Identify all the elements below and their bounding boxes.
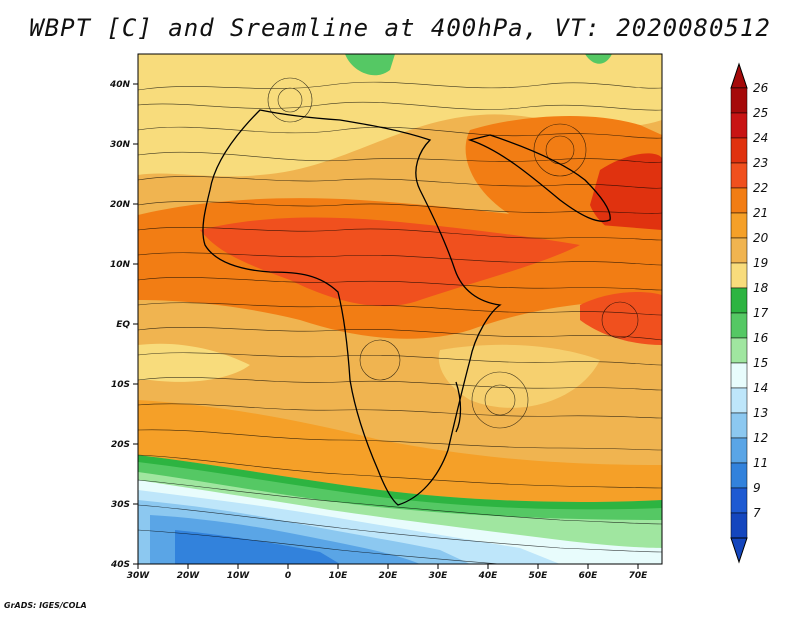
colorbar-box bbox=[730, 212, 748, 239]
colorbar-label: 13 bbox=[753, 406, 768, 420]
colorbar-box bbox=[730, 512, 748, 539]
plot-frame bbox=[137, 53, 663, 565]
lat-label: 30S bbox=[111, 500, 130, 510]
lat-label: 20N bbox=[110, 200, 131, 210]
colorbar-box bbox=[730, 487, 748, 514]
lon-label: 30W bbox=[127, 571, 151, 581]
colorbar-box bbox=[730, 437, 748, 464]
colorbar-box bbox=[730, 387, 748, 414]
colorbar: 26 25 24 23 22 21 20 19 18 17 16 15 14 13 12 11 9 7 bbox=[730, 62, 769, 564]
lon-label: 30E bbox=[429, 571, 449, 581]
lat-label: 10S bbox=[111, 380, 130, 390]
colorbar-label: 24 bbox=[753, 131, 768, 145]
colorbar-label: 18 bbox=[753, 281, 769, 295]
colorbar-box bbox=[730, 262, 748, 289]
colorbar-box bbox=[730, 287, 748, 314]
latitude-axis: 40N 30N 20N 10N EQ 10S 20S 30S 40S bbox=[109, 80, 138, 570]
colorbar-box bbox=[730, 412, 748, 439]
colorbar-box bbox=[730, 137, 748, 164]
lon-label: 20E bbox=[379, 571, 399, 581]
colorbar-label: 22 bbox=[753, 181, 768, 195]
colorbar-label: 15 bbox=[753, 356, 768, 370]
wbpt-shading bbox=[138, 54, 662, 564]
colorbar-box bbox=[730, 87, 748, 114]
grads-credit: GrADS: IGES/COLA bbox=[4, 601, 87, 610]
lon-label: 60E bbox=[579, 571, 599, 581]
lat-label: 40N bbox=[109, 80, 131, 90]
colorbar-max-arrow bbox=[730, 62, 748, 89]
coastlines bbox=[202, 109, 611, 506]
colorbar-box bbox=[730, 312, 748, 339]
lon-label: 0 bbox=[285, 571, 291, 581]
lat-label: EQ bbox=[116, 320, 130, 330]
lon-label: 50E bbox=[529, 571, 549, 581]
colorbar-min-arrow bbox=[730, 537, 748, 564]
colorbar-label: 26 bbox=[753, 81, 769, 95]
colorbar-label: 9 bbox=[753, 481, 761, 495]
lon-label: 10E bbox=[329, 571, 349, 581]
colorbar-box bbox=[730, 362, 748, 389]
colorbar-label: 23 bbox=[753, 156, 768, 170]
colorbar-label: 17 bbox=[753, 306, 769, 320]
colorbar-label: 7 bbox=[753, 506, 761, 520]
lat-label: 10N bbox=[110, 260, 131, 270]
colorbar-box bbox=[730, 237, 748, 264]
colorbar-label: 25 bbox=[753, 106, 768, 120]
colorbar-label: 14 bbox=[753, 381, 768, 395]
lat-label: 20S bbox=[111, 440, 130, 450]
colorbar-label: 21 bbox=[753, 206, 768, 220]
colorbar-labels: 26 25 24 23 22 21 20 19 18 17 16 15 14 13 12 11 9 7 bbox=[753, 81, 769, 520]
colorbar-boxes bbox=[730, 87, 748, 539]
lon-label: 10W bbox=[227, 571, 251, 581]
colorbar-label: 11 bbox=[753, 456, 768, 470]
lon-label: 70E bbox=[629, 571, 649, 581]
longitude-axis: 30W 20W 10W 0 10E 20E 30E 40E 50E 60E 70… bbox=[127, 564, 648, 581]
colorbar-box bbox=[730, 162, 748, 189]
colorbar-box bbox=[730, 337, 748, 364]
colorbar-box bbox=[730, 112, 748, 139]
map-title: WBPT [C] and Sreamline at 400hPa, VT: 20… bbox=[29, 14, 771, 42]
colorbar-label: 20 bbox=[753, 231, 769, 245]
colorbar-label: 16 bbox=[753, 331, 769, 345]
colorbar-label: 19 bbox=[753, 256, 768, 270]
colorbar-box bbox=[730, 462, 748, 489]
lat-label: 40S bbox=[110, 560, 130, 570]
lon-label: 20W bbox=[177, 571, 201, 581]
lat-label: 30N bbox=[110, 140, 131, 150]
lon-label: 40E bbox=[478, 571, 499, 581]
colorbar-box bbox=[730, 187, 748, 214]
colorbar-label: 12 bbox=[753, 431, 768, 445]
